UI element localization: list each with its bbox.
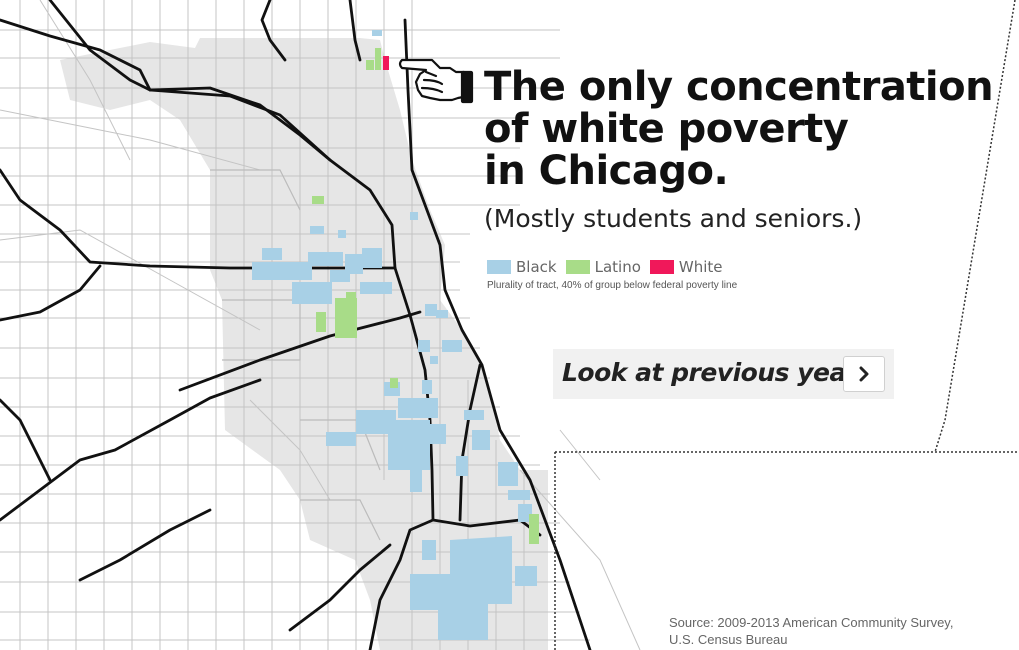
legend-swatch-white: [649, 260, 674, 274]
previous-years-label[interactable]: Look at previous years: [562, 358, 873, 387]
source-credit: Source: 2009-2013 American Community Sur…: [669, 614, 999, 648]
legend-swatch-latino: [565, 260, 590, 274]
black-poverty-tracts: [252, 30, 537, 640]
boundary-lines: [554, 0, 1019, 650]
source-line-2: U.S. Census Bureau: [669, 632, 788, 647]
legend-label-latino: Latino: [594, 258, 641, 276]
previous-years-panel[interactable]: Look at previous years: [553, 349, 894, 399]
highways: [0, 0, 592, 650]
page-title: The only concentration of white poverty …: [484, 64, 994, 194]
white-poverty-tracts: [383, 56, 389, 70]
title-line-2: of white poverty: [484, 106, 849, 152]
title-line-1: The only concentration: [484, 64, 994, 110]
next-year-button[interactable]: [843, 356, 885, 392]
legend-item-latino: Latino: [565, 258, 641, 276]
legend-item-black: Black: [487, 258, 557, 276]
legend-swatch-black: [487, 260, 511, 274]
title-line-3: in Chicago.: [484, 148, 729, 194]
source-line-1: Source: 2009-2013 American Community Sur…: [669, 615, 954, 630]
legend: Black Latino White: [487, 258, 732, 276]
pointing-hand-icon: [398, 58, 474, 104]
legend-label-black: Black: [516, 258, 557, 276]
legend-label-white: White: [678, 258, 723, 276]
legend-note: Plurality of tract, 40% of group below f…: [487, 280, 738, 291]
latino-poverty-tracts: [312, 48, 539, 544]
subtitle: (Mostly students and seniors.): [484, 204, 863, 233]
legend-item-white: White: [649, 258, 723, 276]
chevron-right-icon: [859, 366, 869, 382]
